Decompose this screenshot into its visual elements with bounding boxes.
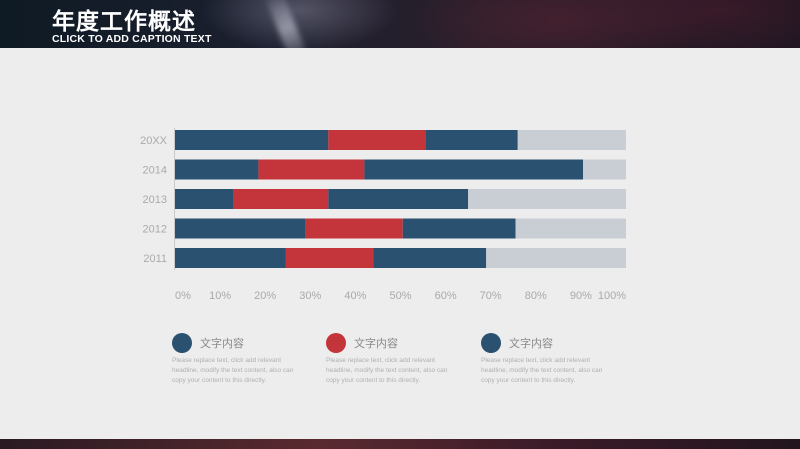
legend-dot-3 bbox=[481, 333, 501, 353]
bar-segment-2012-1 bbox=[175, 218, 306, 239]
bar-segment-2012-2 bbox=[305, 218, 403, 239]
x-tick-label-7: 70% bbox=[480, 290, 502, 302]
y-tick-label-2014: 2014 bbox=[143, 165, 167, 177]
x-tick-label-9: 90% bbox=[570, 290, 592, 302]
bar-segment-2014-4 bbox=[583, 159, 626, 180]
bar-segment-2011-1 bbox=[175, 248, 286, 268]
x-tick-label-2: 20% bbox=[254, 290, 276, 302]
bar-segment-2014-3 bbox=[364, 159, 584, 180]
x-tick-label-0: 0% bbox=[175, 290, 191, 302]
bar-segment-2014-2 bbox=[258, 159, 365, 180]
bottom-strip bbox=[0, 439, 800, 449]
y-tick-label-2011: 2011 bbox=[143, 253, 167, 265]
bar-segment-20XX-3 bbox=[425, 130, 518, 150]
bar-segment-2014-1 bbox=[175, 159, 259, 180]
x-tick-label-6: 60% bbox=[435, 290, 457, 302]
legend-desc-2: Please replace text, click add relevant … bbox=[326, 357, 448, 384]
bar-segment-20XX-2 bbox=[328, 130, 426, 150]
y-tick-label-2013: 2013 bbox=[143, 194, 167, 206]
x-tick-label-5: 50% bbox=[389, 290, 411, 302]
bar-segment-20XX-1 bbox=[175, 130, 329, 150]
legend-title-1: 文字内容 bbox=[200, 337, 244, 350]
legend-dot-2 bbox=[326, 333, 346, 353]
bar-segment-2013-1 bbox=[175, 189, 234, 209]
page-caption: CLICK TO ADD CAPTION TEXT bbox=[52, 33, 212, 45]
bar-segment-2012-4 bbox=[515, 218, 626, 239]
x-tick-label-10: 100% bbox=[598, 290, 626, 302]
bar-segment-2013-2 bbox=[233, 189, 329, 209]
bar-segment-2013-3 bbox=[328, 189, 469, 209]
page-title: 年度工作概述 bbox=[52, 9, 196, 35]
header-banner: 年度工作概述 CLICK TO ADD CAPTION TEXT bbox=[0, 0, 800, 48]
legend-desc-3: Please replace text, click add relevant … bbox=[481, 357, 603, 384]
x-tick-label-4: 40% bbox=[344, 290, 366, 302]
y-tick-label-2012: 2012 bbox=[143, 224, 167, 236]
content-panel bbox=[0, 48, 800, 439]
bar-segment-2011-2 bbox=[285, 248, 374, 268]
legend-title-2: 文字内容 bbox=[354, 337, 398, 350]
bar-segment-2011-3 bbox=[373, 248, 487, 268]
legend-title-3: 文字内容 bbox=[509, 337, 553, 350]
x-tick-label-1: 10% bbox=[209, 290, 231, 302]
legend-dot-1 bbox=[172, 333, 192, 353]
bar-segment-2012-3 bbox=[402, 218, 516, 239]
x-tick-label-3: 30% bbox=[299, 290, 321, 302]
y-tick-label-20XX: 20XX bbox=[140, 135, 168, 147]
bar-segment-2011-4 bbox=[486, 248, 626, 268]
legend-desc-1: Please replace text, click add relevant … bbox=[172, 357, 294, 384]
bar-segment-2013-4 bbox=[468, 189, 626, 209]
x-tick-label-8: 80% bbox=[525, 290, 547, 302]
bar-segment-20XX-4 bbox=[517, 130, 626, 150]
